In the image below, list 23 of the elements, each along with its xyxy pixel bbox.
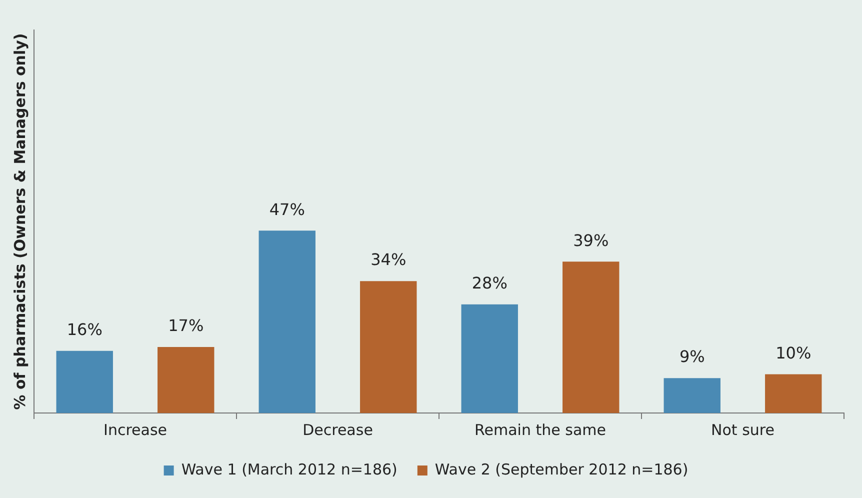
bar bbox=[56, 350, 113, 413]
data-label: 10% bbox=[776, 343, 812, 362]
legend-label: Wave 2 (September 2012 n=186) bbox=[434, 460, 688, 478]
bar bbox=[158, 347, 214, 413]
data-label: 47% bbox=[269, 200, 305, 219]
bar bbox=[664, 378, 720, 413]
data-label: 9% bbox=[679, 347, 705, 366]
x-tick-label: Remain the same bbox=[474, 420, 606, 439]
data-label: 16% bbox=[66, 320, 102, 340]
data-label: 34% bbox=[370, 250, 406, 270]
data-label: 17% bbox=[168, 316, 204, 336]
y-axis-title: % of pharmacists (Owners & Managers only) bbox=[10, 33, 29, 410]
data-label: 28% bbox=[472, 274, 508, 293]
x-tick-label: Decrease bbox=[302, 420, 373, 439]
bar bbox=[461, 304, 518, 413]
x-tick-label: Increase bbox=[104, 420, 167, 439]
data-label: 39% bbox=[573, 230, 609, 250]
x-tick-label: Not sure bbox=[711, 420, 774, 439]
legend-label: Wave 1 (March 2012 n=186) bbox=[181, 460, 398, 478]
bar bbox=[562, 262, 620, 413]
bar bbox=[360, 281, 417, 413]
bar bbox=[258, 230, 316, 413]
bar bbox=[765, 374, 822, 413]
